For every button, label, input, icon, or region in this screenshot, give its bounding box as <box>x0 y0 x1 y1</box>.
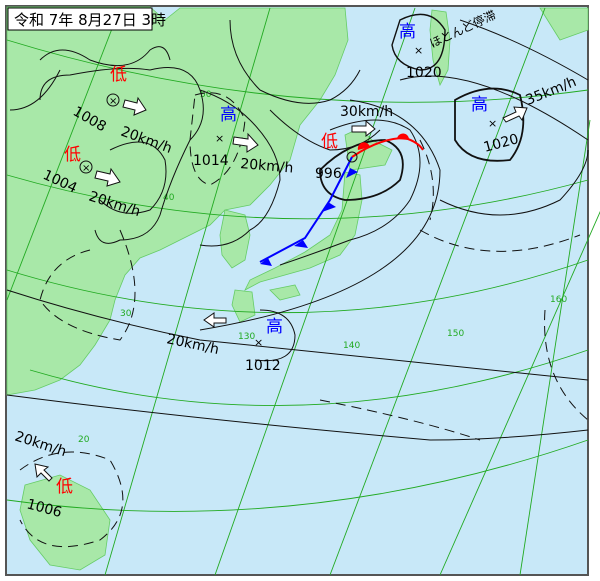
title-box <box>7 7 153 31</box>
speed-label: 30km/h <box>340 104 393 120</box>
high-symbol: 高 <box>471 95 488 115</box>
arrow-icon <box>94 167 121 187</box>
kamchatka-kuril <box>539 7 589 41</box>
lon-140-label: 140 <box>343 341 360 351</box>
high-symbol: 高 <box>220 105 237 125</box>
svg-text:×: × <box>488 117 497 130</box>
lon-150-label: 150 <box>447 329 464 339</box>
map-title: 令和 7年 8月27日 3時 <box>14 11 166 29</box>
lat-30-label: 30 <box>120 309 132 319</box>
taiwan-luzon <box>19 474 111 571</box>
kyushu <box>231 289 256 323</box>
pressure-value: 996 <box>315 166 342 182</box>
svg-text:×: × <box>82 163 90 174</box>
continent <box>6 6 349 396</box>
low-center-icon <box>346 151 358 163</box>
speed-label: 20km/h <box>240 156 294 177</box>
low-996: 低 996 30km/h <box>315 104 393 182</box>
svg-text:×: × <box>414 44 423 57</box>
low-symbol: 低 <box>321 132 338 152</box>
lon-160-label: 160 <box>550 295 567 305</box>
svg-text:×: × <box>215 132 224 145</box>
arrow-icon <box>122 96 147 116</box>
arrow-icon <box>203 312 227 328</box>
shikoku <box>269 284 301 301</box>
arrow-icon <box>502 106 528 123</box>
korea <box>219 209 251 269</box>
lon-130-label: 130 <box>238 332 255 342</box>
grid-labels: 50 40 30 20 130 140 150 160 <box>78 90 567 445</box>
arrow-icon <box>34 463 53 482</box>
dashed-isobars <box>19 92 589 548</box>
pressure-value: 1014 <box>193 153 229 169</box>
honshu <box>244 171 363 291</box>
lat-40-label: 40 <box>163 193 175 203</box>
high-1014: 高 × 1014 20km/h <box>193 105 294 177</box>
cold-front-markers <box>260 168 358 266</box>
svg-text:×: × <box>109 96 117 107</box>
low-center-icon <box>79 160 93 174</box>
lat-20-label: 20 <box>78 435 90 445</box>
cold-front <box>259 156 353 263</box>
low-symbol: 低 <box>110 65 127 85</box>
low-center-icon <box>106 93 120 107</box>
lat-50-label: 50 <box>200 90 212 100</box>
high-symbol: 高 <box>266 317 283 337</box>
land <box>6 6 589 571</box>
pressure-value: 1012 <box>245 358 281 374</box>
svg-text:×: × <box>254 336 263 349</box>
pressure-value: 1020 <box>406 65 442 81</box>
high-symbol: 高 <box>399 22 416 42</box>
warm-front-markers <box>357 133 410 150</box>
arrow-icon <box>232 132 259 153</box>
low-symbol: 低 <box>64 145 81 165</box>
low-symbol: 低 <box>56 477 73 497</box>
graticule <box>6 7 600 576</box>
arrow-icon <box>351 119 376 138</box>
